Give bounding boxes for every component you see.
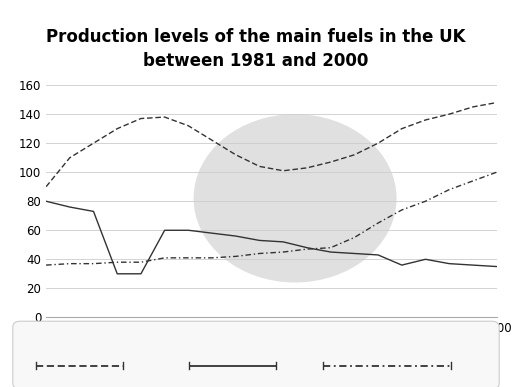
- Ellipse shape: [194, 115, 396, 282]
- Text: Petroleum: Petroleum: [51, 339, 108, 349]
- Text: Coal: Coal: [221, 339, 245, 349]
- Text: Natural gas: Natural gas: [354, 339, 419, 349]
- Text: Production levels of the main fuels in the UK
between 1981 and 2000: Production levels of the main fuels in t…: [46, 28, 466, 70]
